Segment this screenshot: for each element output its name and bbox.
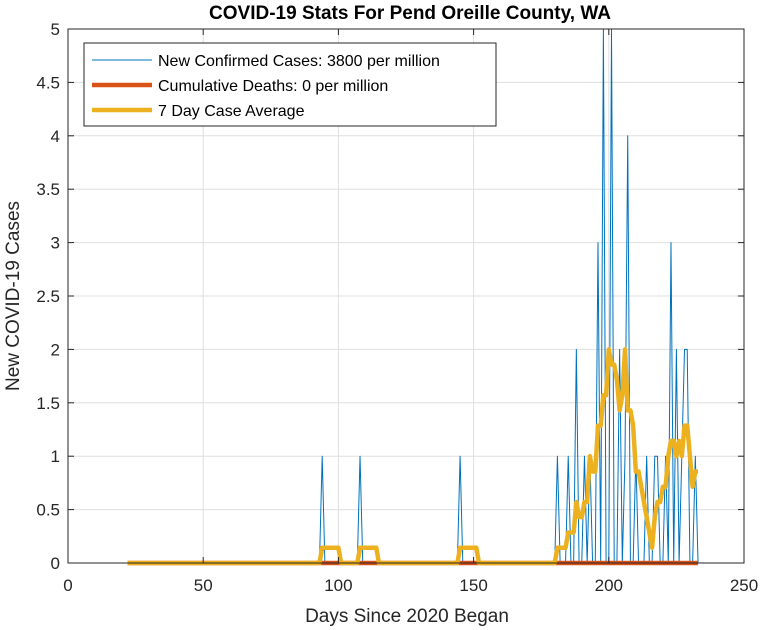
- x-tick-label: 100: [324, 576, 352, 595]
- y-tick-label: 3: [51, 234, 60, 253]
- y-tick-label: 5: [51, 20, 60, 39]
- x-tick-label: 150: [459, 576, 487, 595]
- x-axis-label: Days Since 2020 Began: [305, 606, 509, 627]
- chart-title: COVID-19 Stats For Pend Oreille County, …: [209, 3, 611, 24]
- x-tick-label: 0: [63, 576, 72, 595]
- series-line-2: [127, 347, 699, 566]
- y-tick-label: 0: [51, 554, 60, 573]
- tick-layer: 0 50 100 150 200 250 0 0.5 1 1.5 2 2.5 3 3.5 4 4.5 5: [36, 20, 758, 595]
- legend-label-1: Cumulative Deaths: 0 per million: [158, 78, 388, 95]
- legend-box: [83, 42, 497, 127]
- legend-label-0: New Confirmed Cases: 3800 per million: [158, 53, 440, 70]
- y-tick-label: 1.5: [36, 394, 60, 413]
- y-tick-label: 4: [51, 127, 60, 146]
- y-tick-label: 1: [51, 447, 60, 466]
- y-tick-label: 2.5: [36, 287, 60, 306]
- legend-label-2: 7 Day Case Average: [158, 103, 305, 120]
- y-tick-label: 3.5: [36, 180, 60, 199]
- y-tick-label: 4.5: [36, 73, 60, 92]
- y-tick-label: 2: [51, 340, 60, 359]
- legend: New Confirmed Cases: 3800 per million Cum…: [83, 42, 497, 127]
- x-tick-label: 50: [194, 576, 213, 595]
- x-tick-label: 200: [595, 576, 623, 595]
- y-tick-label: 0.5: [36, 501, 60, 520]
- y-axis-label: New COVID-19 Cases: [3, 201, 24, 391]
- x-tick-label: 250: [730, 576, 758, 595]
